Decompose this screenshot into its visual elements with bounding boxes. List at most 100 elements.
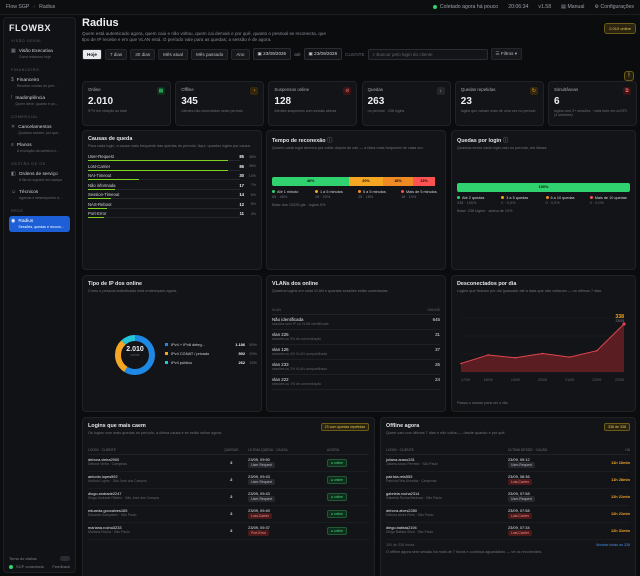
table-row[interactable]: antonio.lopes592 Antônio Lopes · São José… — [88, 471, 369, 489]
quedas-count: 2 — [214, 471, 249, 489]
vlan-row[interactable]: vlan 126 sessões ou 4% VLAN compartilhada… — [272, 345, 440, 360]
nav-icon: ✕ — [11, 124, 16, 130]
login-name[interactable]: diogo.andrade2247 — [88, 491, 122, 497]
ip-row: IPv4 público 262 13% — [165, 360, 257, 365]
causa-row[interactable]: NAS-Reboot 12 5% — [88, 199, 256, 209]
preset-chip[interactable]: 7 dias — [104, 48, 128, 60]
ip-legend: IPv4 + IPv6 deleg... 1.186 59% IPv4 CGNAT /… — [165, 342, 257, 369]
table-row[interactable]: gabriela.rocha2314 Gabriela Rocha Barbosa… — [386, 488, 630, 506]
data-point[interactable] — [568, 356, 571, 358]
filter-bar: Hoje 7 dias 30 dias Mês atual Mês passado Ano… — [82, 48, 636, 60]
settings-link[interactable]: ⚙ Configurações — [594, 4, 634, 10]
sidebar-item-planos[interactable]: ≡ Planos A evolução da carteira d... — [9, 140, 70, 156]
tipo-ip-subtitle: Como o pessoal autenticado está endereça… — [88, 289, 178, 293]
causa-row[interactable]: Lost-Carrier 86 36% — [88, 161, 256, 171]
kpi-value: 6 — [554, 96, 560, 107]
table-row[interactable]: juliana.aranu331 Juliana Aranu Ferreira ·… — [386, 454, 630, 472]
logins-quedas-card: Logins que mais caem Os logins com mais … — [82, 417, 375, 576]
client-name: Juliana Aranu Ferreira · São Paulo — [386, 462, 439, 467]
login-name[interactable]: mariana.rocha3233 — [88, 525, 122, 531]
data-point[interactable] — [460, 362, 462, 365]
bell-icon[interactable]: ! — [624, 71, 634, 81]
table-row[interactable]: debora.alves2280 Débora Alves Pinto · São… — [386, 505, 630, 523]
table-row[interactable]: mariana.rocha3233 Mariana Rocha · São Pau… — [88, 522, 369, 540]
vlan-row[interactable]: vlan 233 sessões ou 2% VLAN compartilhada… — [272, 360, 440, 375]
preset-chip[interactable]: 30 dias — [130, 48, 156, 60]
causa-badge: Lost-Carrier — [508, 530, 532, 537]
column-header[interactable]: LOGIN · CLIENTE — [386, 445, 508, 455]
login-name[interactable]: diego.batista2194 — [386, 525, 417, 531]
status-text: online — [333, 528, 343, 533]
legend-text: Mais de 10 quedas — [594, 195, 627, 200]
kpi-card: Quedas repetidas 23 logins que caíram mais… — [454, 81, 544, 126]
vlan-row[interactable]: Não identificada sessões sem IP ou VLAN i… — [272, 315, 440, 330]
kpi-card: Offline 345 clientes não conectados neste … — [175, 81, 265, 126]
feedback-link[interactable]: Feedback — [52, 564, 70, 569]
sidebar-item-cancelamentos[interactable]: ✕ Cancelamentos Quantos saíram, por que... — [9, 122, 70, 138]
column-header[interactable]: HÁ — [581, 445, 630, 455]
table-row[interactable]: diego.batista2194 Diego Batista Silva · S… — [386, 522, 630, 540]
status-dot-icon: ● — [330, 511, 334, 516]
sidebar-item-radius[interactable]: ◉ Radius Sessões, quedas e reconn... — [9, 216, 70, 232]
login-name[interactable]: juliana.aranu331 — [386, 457, 415, 463]
table-row[interactable]: eduarda.goncalves165 Eduarda Gonçalves · … — [88, 505, 369, 523]
offline-count-badge: 338 de 338 — [604, 423, 630, 431]
sidebar-item-ordens-de-servi-o[interactable]: ◧ Ordens de serviço A fila do suporte em c… — [9, 169, 70, 185]
table-row[interactable]: patricia.reis555 Patrícia Reis Almeida · … — [386, 471, 630, 489]
nav-label: Planos — [16, 143, 32, 148]
date-to-input[interactable]: ▣ 23/09/2026 — [303, 48, 343, 60]
filters-button[interactable]: ☰ Filtros ▾ — [490, 48, 523, 60]
causa-row[interactable]: Session-Timeout 14 6% — [88, 190, 256, 200]
date-from-input[interactable]: ▣ 23/09/2026 — [252, 48, 292, 60]
sidebar-item-financeiro[interactable]: $ Financeiro Receber contas do perí... — [9, 75, 70, 91]
login-name[interactable]: debora.alves2280 — [386, 508, 417, 514]
vlan-name: vlan 126 — [272, 347, 289, 353]
login-cell: debora.alves2280 Débora Alves Pinto · São… — [386, 505, 508, 523]
kpi-card: Suspensos online 128 clientes suspensos co… — [268, 81, 358, 126]
sidebar-item-vis-o-executiva[interactable]: ▦ Visão Executiva Como estamos hoje — [9, 46, 70, 62]
login-name[interactable]: debora.vieira2900 — [88, 457, 120, 463]
causa-row[interactable]: User-Request 85 36% — [88, 152, 256, 162]
preset-chip[interactable]: Mês passado — [190, 48, 229, 60]
status-dot-icon: ● — [330, 460, 334, 465]
data-point[interactable] — [596, 349, 598, 352]
column-header[interactable]: ÚLTIMA QUEDA · CAUSA — [248, 445, 327, 455]
manual-link[interactable]: ▤ Manual — [561, 4, 585, 10]
data-point[interactable] — [622, 322, 626, 326]
causa-name: Port-Error — [88, 211, 107, 217]
show-all-link[interactable]: Mostrar todas as 338 — [596, 542, 630, 547]
vlan-row[interactable]: vlan 225 sessões ou 5% de concentração 31 — [272, 330, 440, 345]
data-point[interactable] — [541, 352, 544, 355]
preset-chip[interactable]: Hoje — [82, 48, 102, 60]
login-name[interactable]: eduarda.goncalves165 — [88, 508, 128, 514]
ha-duration: 12h 21min — [581, 505, 630, 523]
search-input[interactable]: ⌕ Buscar pelo login do cliente — [367, 48, 488, 60]
ultima-queda-date: 23/09, 09:43 — [248, 491, 270, 497]
theme-toggle[interactable] — [60, 556, 70, 561]
nav-label: Inadimplência — [15, 96, 45, 101]
preset-chip[interactable]: Ano — [231, 48, 250, 60]
login-name[interactable]: antonio.lopes592 — [88, 474, 118, 480]
table-row[interactable]: diogo.andrade2247 Diogo Andrade Ribeiro ·… — [88, 488, 369, 506]
data-point[interactable] — [514, 356, 517, 359]
sidebar: FLOWBX VISÃO GERAL ▦ Visão Executiva Como e… — [3, 17, 76, 573]
data-point[interactable] — [487, 354, 489, 356]
reconexao-segment: 46% — [272, 176, 350, 186]
vlan-row[interactable]: vlan 222 sessões ou 1% de concentração 24 — [272, 375, 440, 390]
login-name[interactable]: patricia.reis555 — [386, 474, 413, 480]
sidebar-item-inadimpl-ncia[interactable]: ! Inadimplência Quem deve, quanto e po... — [9, 93, 70, 109]
preset-chip[interactable]: Mês atual — [158, 48, 188, 60]
ha-duration: 12h 31min — [581, 522, 630, 540]
nav-text: Cancelamentos Quantos saíram, por que... — [18, 125, 73, 135]
sidebar-item-t-cnicos[interactable]: ☺ Técnicos Agenda e desempenho d... — [9, 187, 70, 203]
causa-row[interactable]: Não informada 17 7% — [88, 180, 256, 190]
column-header[interactable]: QUEDAS — [214, 445, 249, 455]
causa-row[interactable]: Port-Error 11 4% — [88, 209, 256, 219]
column-header[interactable]: ÚLTIMA DESDE · CAUSA — [508, 445, 582, 455]
causa-row[interactable]: NAI-Timeout 30 13% — [88, 171, 256, 181]
app-name[interactable]: Flow SGP — [6, 4, 30, 10]
login-name[interactable]: gabriela.rocha2314 — [386, 491, 420, 497]
column-header[interactable]: AGORA — [326, 445, 369, 455]
table-row[interactable]: debora.vieira2900 Débora Vieira · Campina… — [88, 454, 369, 472]
column-header[interactable]: LOGIN · CLIENTE — [88, 445, 215, 455]
